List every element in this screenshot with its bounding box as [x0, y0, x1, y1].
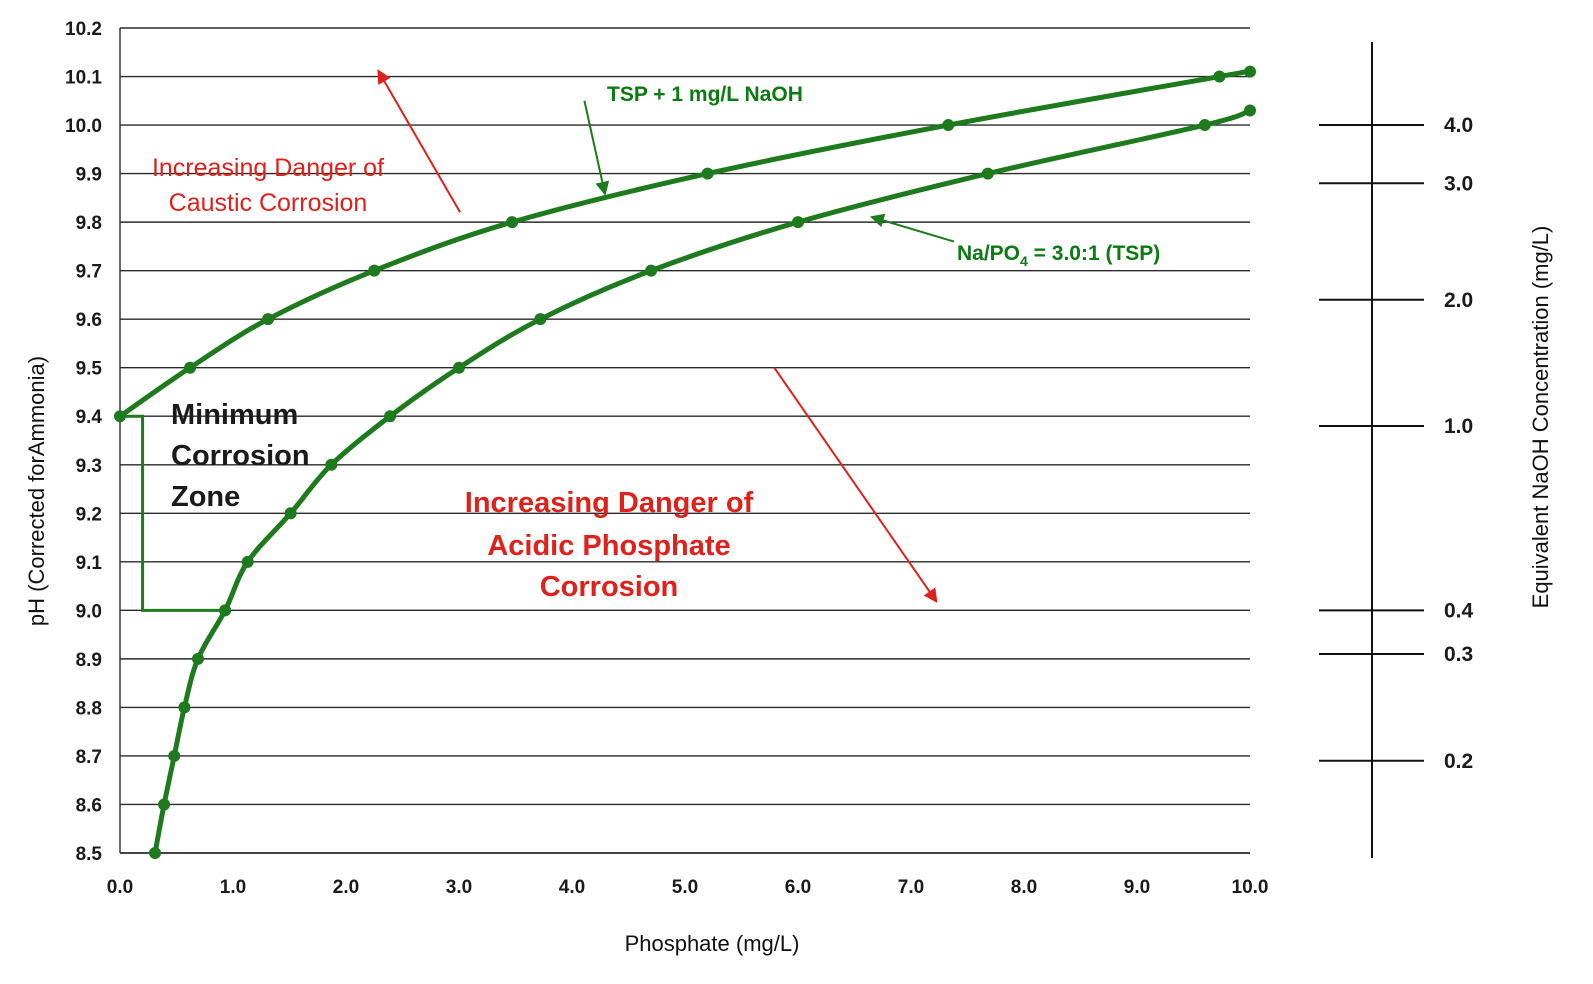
secondary-axis-label: Equivalent NaOH Concentration (mg/L) [1528, 226, 1553, 609]
series-0-point-6 [942, 119, 955, 132]
y-tick-labels: 8.5 8.6 8.7 8.8 8.9 9.0 9.1 9.2 9.3 9.4 9.5 9.6 9.7 9… [65, 19, 102, 865]
x-tick-label-7: 7.0 [898, 877, 924, 898]
series-1-point-4 [191, 652, 204, 665]
tsp-ratio-label: Na/PO4 = 3.0:1 (TSP) [957, 242, 1160, 269]
x-tick-label-5: 5.0 [672, 877, 698, 898]
secondary-tick-label-0: 4.0 [1444, 114, 1473, 137]
series-0-point-5 [701, 167, 714, 180]
annotation-arrows [377, 69, 955, 603]
secondary-tick-label-4: 0.4 [1444, 599, 1474, 622]
series-1-point-15 [1198, 119, 1211, 132]
tsp-ratio-subscript: 4 [1020, 253, 1028, 269]
acidic-danger-label-line3: Corrosion [540, 571, 679, 603]
x-tick-label-10: 10.0 [1232, 877, 1269, 898]
y-tick-label-7: 9.2 [76, 504, 102, 525]
series-1-point-5 [219, 604, 232, 617]
tsp-naoh-arrow [583, 100, 610, 196]
series-1-point-13 [792, 216, 804, 229]
y-tick-label-1: 8.6 [76, 795, 102, 816]
y-tick-label-5: 9.0 [76, 601, 102, 622]
series-0-line [117, 68, 1255, 419]
y-tick-label-3: 8.8 [76, 698, 102, 719]
acidic-danger-arrow [773, 367, 938, 603]
plot-axes [119, 28, 1250, 854]
y-tick-label-10: 9.5 [76, 359, 103, 380]
series-0-point-2 [262, 313, 275, 326]
series-1-point-8 [325, 458, 338, 471]
series-0-point-0 [114, 410, 126, 423]
y-tick-label-0: 8.5 [76, 844, 103, 865]
y-tick-label-17: 10.2 [65, 19, 102, 40]
series-1-point-14 [981, 167, 994, 180]
secondary-tick-label-3: 1.0 [1444, 415, 1473, 438]
series-1-point-11 [534, 313, 547, 326]
y-axis-label: pH (Corrected forAmmonia) [24, 356, 49, 626]
series-1-point-12 [645, 264, 658, 277]
tsp-naoh-label: TSP + 1 mg/L NaOH [607, 83, 803, 106]
secondary-tick-label-5: 0.3 [1444, 643, 1473, 666]
series-1-point-2 [168, 749, 181, 762]
tsp-ratio-arrow [869, 213, 955, 243]
series-0-point-1 [184, 361, 197, 374]
x-tick-label-9: 9.0 [1124, 877, 1150, 898]
grid-lines [120, 27, 1250, 854]
y-tick-label-16: 10.1 [65, 68, 102, 89]
y-tick-label-12: 9.7 [76, 262, 102, 283]
series-0-point-3 [368, 264, 381, 277]
minimum-zone-label-line3: Zone [171, 481, 240, 513]
secondary-tick-label-6: 0.2 [1444, 750, 1473, 773]
caustic-danger-arrow [377, 69, 461, 213]
y-tick-label-6: 9.1 [76, 553, 103, 574]
zone-bracket-line [124, 414, 226, 612]
x-tick-label-2: 2.0 [333, 877, 359, 898]
x-tick-label-1: 1.0 [220, 877, 246, 898]
x-tick-label-0: 0.0 [107, 877, 133, 898]
secondary-tick-label-1: 3.0 [1444, 172, 1473, 195]
acidic-danger-label-line1: Increasing Danger of [465, 487, 754, 519]
secondary-naoh-scale: 4.0 3.0 2.0 1.0 0.4 0.3 0.2 [1319, 42, 1474, 858]
caustic-danger-label-line1: Increasing Danger of [152, 154, 384, 182]
series-0-point-8 [1244, 65, 1256, 78]
minimum-corrosion-zone-bracket [124, 414, 226, 612]
y-tick-label-2: 8.7 [76, 747, 102, 768]
y-tick-label-15: 10.0 [65, 116, 102, 137]
series-1-point-3 [178, 701, 191, 714]
x-tick-label-6: 6.0 [785, 877, 811, 898]
acidic-danger-label-line2: Acidic Phosphate [487, 530, 730, 562]
y-tick-label-13: 9.8 [76, 213, 102, 234]
x-tick-label-8: 8.0 [1011, 877, 1037, 898]
series-1-point-7 [284, 507, 297, 520]
x-tick-labels: 0.0 1.0 2.0 3.0 4.0 5.0 6.0 7.0 8.0 9.0 10.0 [107, 877, 1269, 898]
y-tick-label-14: 9.9 [76, 165, 102, 186]
curves [114, 65, 1256, 859]
series-0-point-4 [506, 216, 519, 229]
y-tick-label-9: 9.4 [76, 407, 103, 428]
caustic-danger-label-line2: Caustic Corrosion [169, 189, 368, 217]
series-1-point-1 [158, 798, 171, 811]
series-1-point-6 [241, 555, 254, 568]
series-1-point-9 [384, 410, 397, 423]
minimum-zone-label-line2: Corrosion [171, 440, 310, 472]
series-1-point-10 [453, 361, 465, 374]
y-tick-label-4: 8.9 [76, 650, 102, 671]
series-0-point-7 [1213, 70, 1226, 83]
tsp-ratio-suffix: = 3.0:1 (TSP) [1028, 242, 1160, 265]
tsp-ratio-prefix: Na/PO [957, 242, 1020, 265]
series-1-point-16 [1244, 104, 1256, 117]
y-tick-label-11: 9.6 [76, 310, 102, 331]
series-1-point-0 [149, 847, 162, 859]
x-tick-label-3: 3.0 [446, 877, 472, 898]
secondary-tick-label-2: 2.0 [1444, 289, 1473, 312]
y-tick-label-8: 9.3 [76, 456, 102, 477]
x-axis-label: Phosphate (mg/L) [625, 931, 800, 956]
x-tick-label-4: 4.0 [559, 877, 585, 898]
minimum-zone-label-line1: Minimum [171, 399, 298, 431]
